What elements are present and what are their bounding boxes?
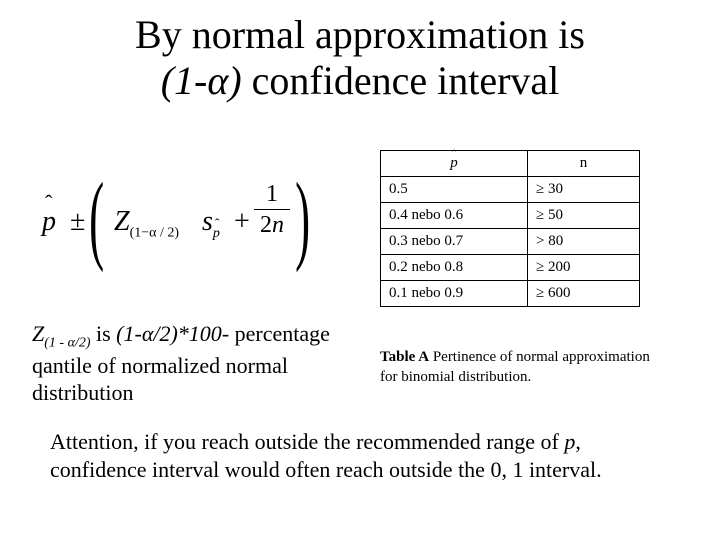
cell-p: 0.5: [381, 177, 528, 203]
s-term: sˆp: [202, 206, 220, 242]
explanation-text: Z(1 - α/2) is (1-α/2)*100- percentage qa…: [32, 320, 362, 407]
formula-block: ˆ p ± ( Z(1−α / 2) sˆp + 1 2n ): [40, 170, 320, 285]
plus-sign: +: [234, 206, 250, 238]
fraction-two: 2: [260, 212, 272, 238]
header-p-hat: ˆ p: [381, 151, 528, 177]
z-term: Z(1−α / 2): [114, 206, 179, 242]
table-caption: Table A Pertinence of normal approximati…: [380, 348, 660, 387]
title-line-2: (1-α) confidence interval: [0, 58, 720, 104]
right-paren: ): [295, 168, 310, 268]
fraction: 1 2n: [254, 182, 290, 237]
explain-paren: (1-α/2)*100: [116, 321, 222, 346]
fraction-bar: [254, 209, 290, 210]
cell-p: 0.2 nebo 0.8: [381, 255, 528, 281]
title-tail: confidence interval: [242, 58, 560, 103]
table-row: 0.3 nebo 0.7 > 80: [381, 229, 640, 255]
s-letter: s: [202, 206, 213, 237]
plus-minus: ±: [70, 206, 85, 238]
cell-n: ≥ 30: [528, 177, 640, 203]
z-subscript: (1−α / 2): [130, 226, 179, 241]
table-row: 0.2 nebo 0.8 ≥ 200: [381, 255, 640, 281]
cell-n: ≥ 200: [528, 255, 640, 281]
header-n: n: [528, 151, 640, 177]
cell-p: 0.3 nebo 0.7: [381, 229, 528, 255]
z-letter: Z: [114, 206, 130, 237]
header-hat: ˆ: [452, 147, 456, 162]
attention-note: Attention, if you reach outside the reco…: [50, 428, 670, 485]
note-pre: Attention, if you reach outside the reco…: [50, 429, 564, 454]
hat-mark: ˆ: [45, 190, 52, 216]
cell-n: > 80: [528, 229, 640, 255]
fraction-den: 2n: [254, 213, 290, 237]
s-subscript: ˆp: [213, 226, 220, 241]
table-header-row: ˆ p n: [381, 151, 640, 177]
alpha-symbol: α: [207, 58, 228, 103]
caption-label: Table A: [380, 349, 429, 365]
cell-n: ≥ 600: [528, 281, 640, 307]
explain-zsub: (1 - α/2): [44, 335, 90, 350]
note-p: p: [564, 429, 575, 454]
table-row: 0.5 ≥ 30: [381, 177, 640, 203]
title-paren-post: ): [228, 58, 241, 103]
explain-z: Z: [32, 321, 44, 346]
left-paren: (: [89, 168, 104, 268]
cell-p: 0.1 nebo 0.9: [381, 281, 528, 307]
table-row: 0.4 nebo 0.6 ≥ 50: [381, 203, 640, 229]
explain-is: is: [90, 321, 116, 346]
title-paren-pre: (1-: [161, 58, 208, 103]
slide-title: By normal approximation is (1-α) confide…: [0, 12, 720, 104]
cell-p: 0.4 nebo 0.6: [381, 203, 528, 229]
approximation-table: ˆ p n 0.5 ≥ 30 0.4 nebo 0.6 ≥ 50 0.3 neb…: [380, 150, 640, 307]
table-row: 0.1 nebo 0.9 ≥ 600: [381, 281, 640, 307]
s-sub-hat: ˆ: [215, 217, 220, 233]
fraction-n: n: [272, 212, 284, 238]
slide: By normal approximation is (1-α) confide…: [0, 0, 720, 540]
cell-n: ≥ 50: [528, 203, 640, 229]
fraction-num: 1: [254, 182, 290, 206]
title-line-1: By normal approximation is: [0, 12, 720, 58]
p-hat: ˆ p: [42, 206, 56, 238]
